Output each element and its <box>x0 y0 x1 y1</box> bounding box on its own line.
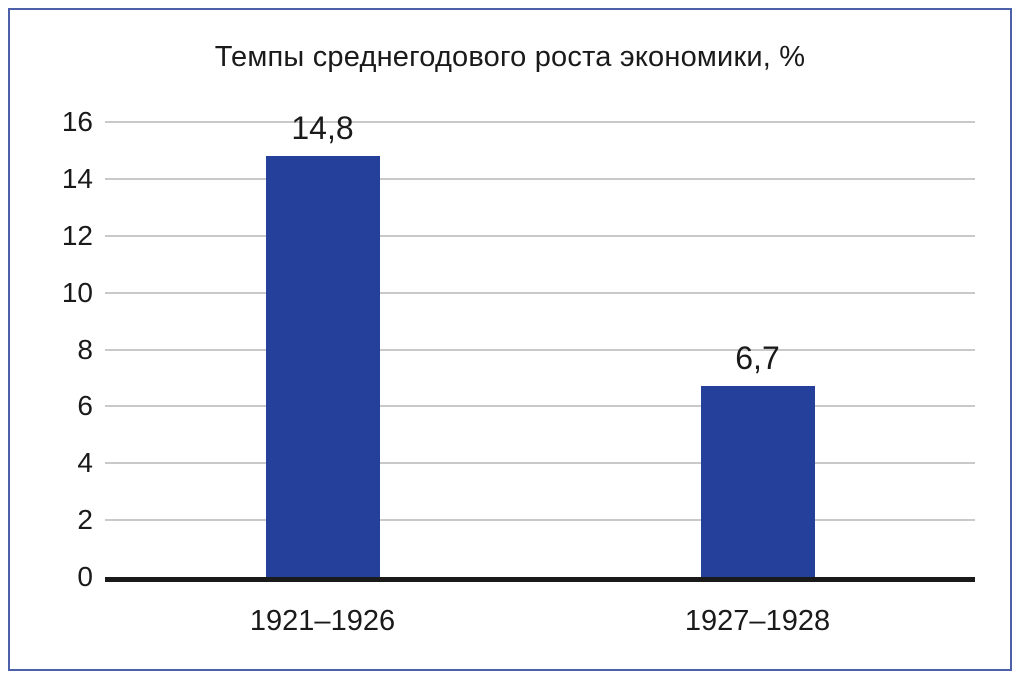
x-tick-label: 1921–1926 <box>249 605 396 637</box>
bar-value-label: 6,7 <box>735 340 780 377</box>
gridline <box>105 234 975 237</box>
y-tick-label: 4 <box>77 447 93 479</box>
gridline <box>105 177 975 180</box>
y-tick-label: 8 <box>77 333 93 365</box>
bar <box>700 386 815 577</box>
gridline <box>105 121 975 123</box>
chart-title: Темпы среднегодового роста экономики, % <box>214 41 806 73</box>
gridline <box>105 519 975 522</box>
gridline <box>105 405 975 408</box>
y-tick-label: 0 <box>77 561 93 592</box>
bar-value-label: 14,8 <box>291 110 354 147</box>
gridline <box>105 291 975 294</box>
y-tick-label: 10 <box>61 276 93 308</box>
gridline <box>105 348 975 351</box>
y-tick-label: 16 <box>61 106 93 137</box>
y-tick-label: 6 <box>77 390 93 422</box>
y-tick-label: 14 <box>61 162 93 194</box>
bar <box>265 156 380 577</box>
plot-area: 0 2 4 6 8 10 12 14 16 14,8 6,7 1921–1926 1927–1928 <box>62 108 975 636</box>
y-tick-label: 12 <box>61 219 93 251</box>
y-tick-label: 2 <box>77 504 93 536</box>
x-tick-label: 1927–1928 <box>684 605 831 637</box>
gridline <box>105 462 975 465</box>
x-axis-line <box>105 577 975 582</box>
